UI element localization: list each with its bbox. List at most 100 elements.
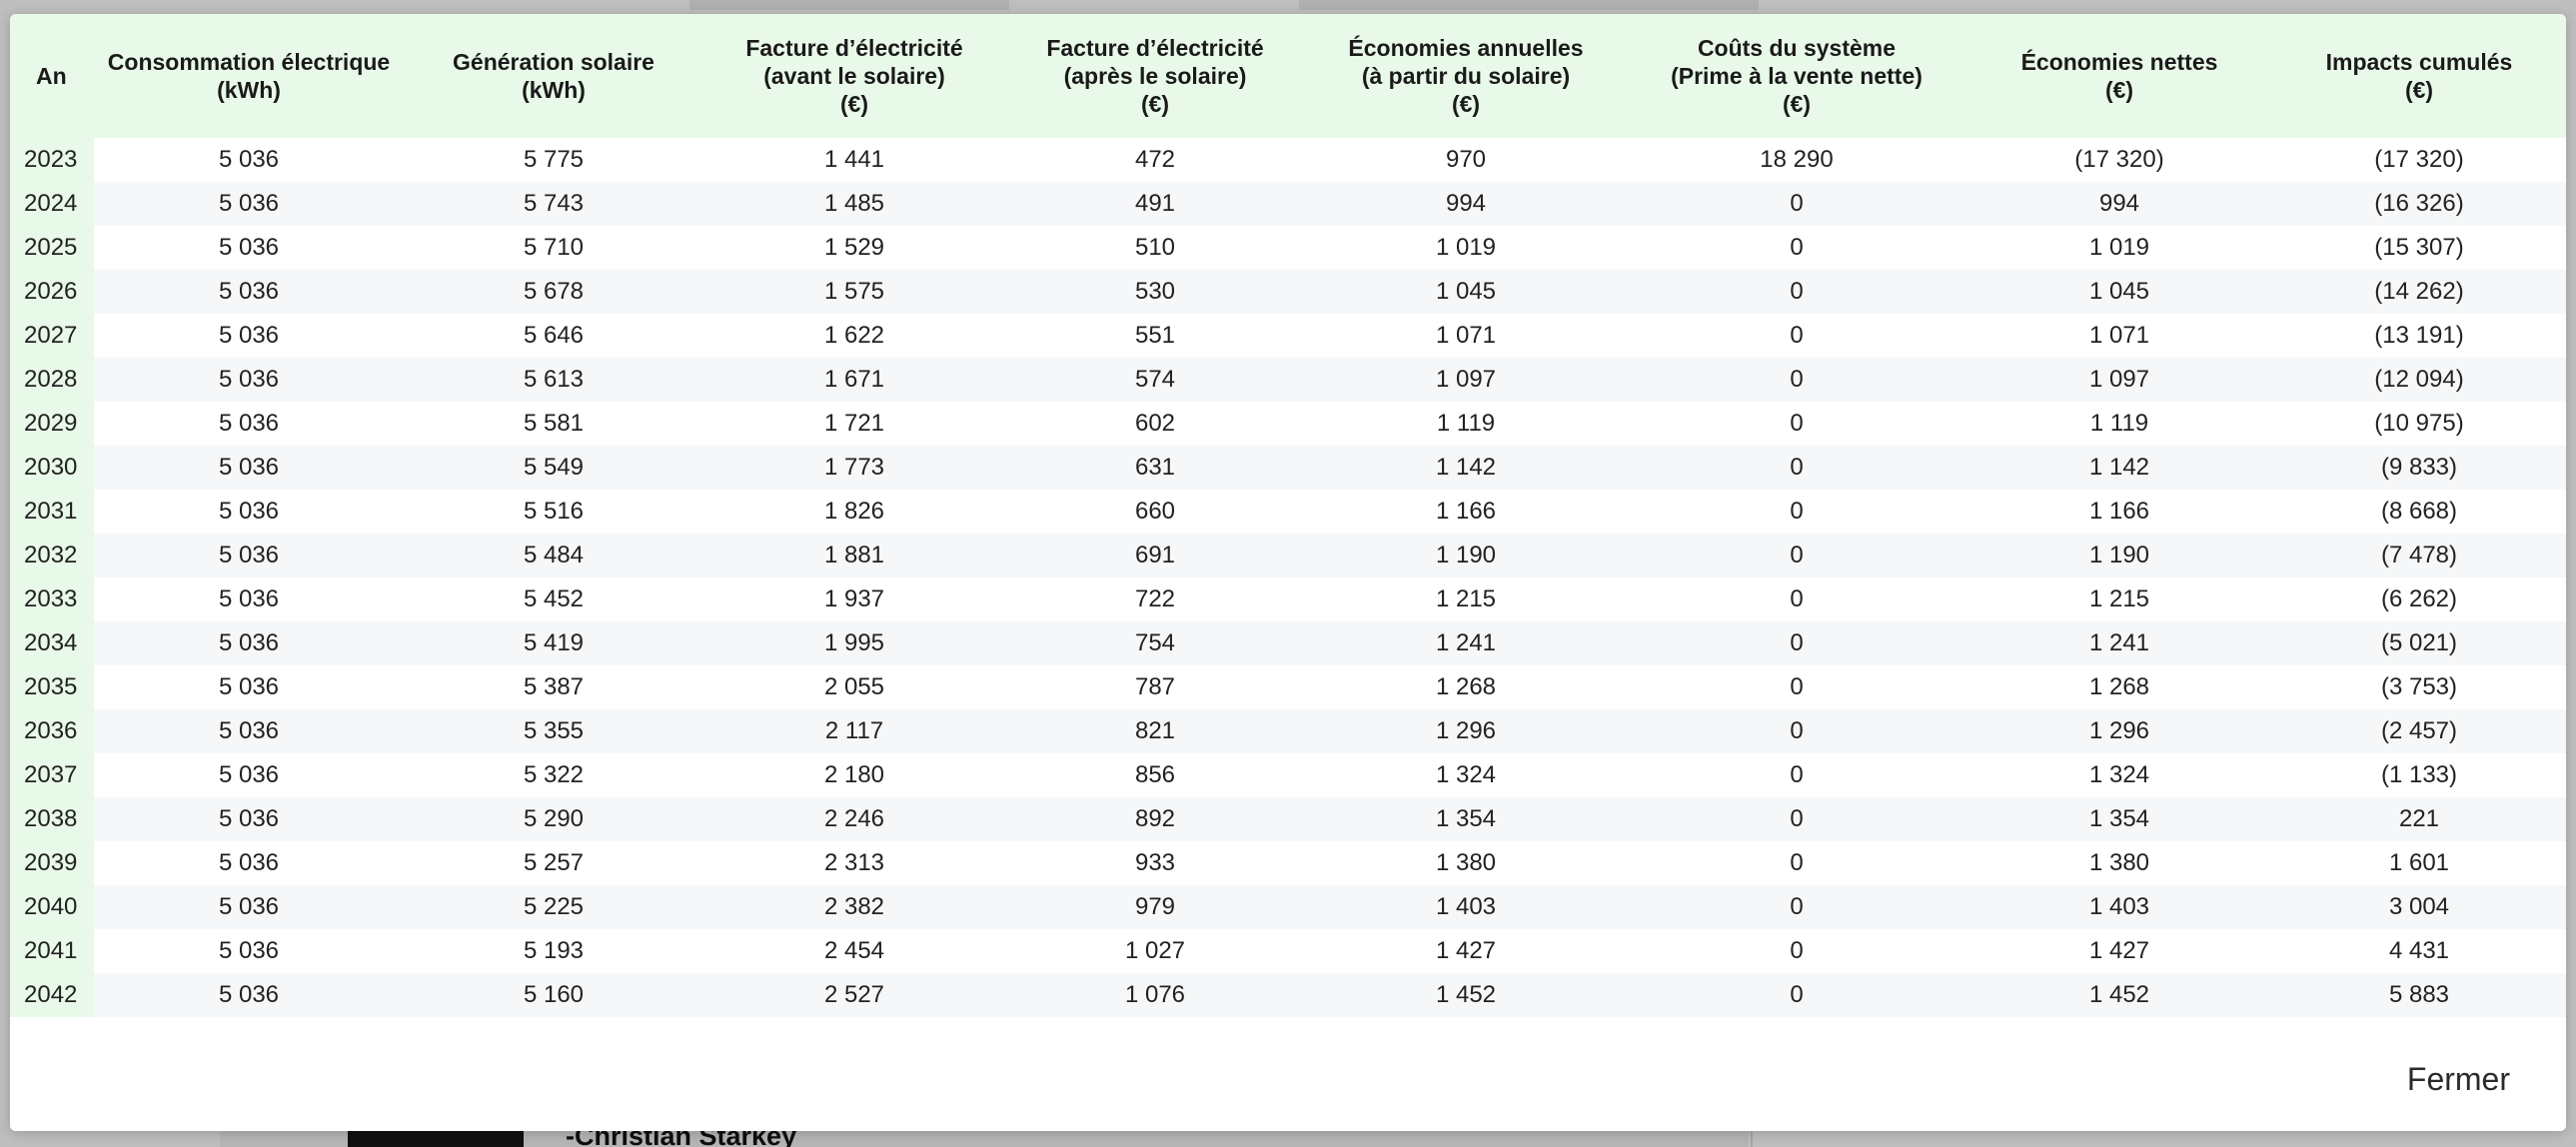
table-row: 2037 5 036 5 322 2 180 856 1 324 0 1 324 (1 133)	[10, 753, 2566, 797]
cell-annual-savings: 994	[1305, 182, 1627, 226]
cell-net-savings: 1 380	[1966, 841, 2272, 885]
cell-net-savings: 1 019	[1966, 226, 2272, 270]
table-row: 2040 5 036 5 225 2 382 979 1 403 0 1 403 3 004	[10, 885, 2566, 929]
cell-bill-before: 2 313	[703, 841, 1005, 885]
table-row: 2027 5 036 5 646 1 622 551 1 071 0 1 071 (13 191…	[10, 314, 2566, 358]
cell-solar-generation: 5 710	[404, 226, 703, 270]
cell-annual-savings: 1 119	[1305, 402, 1627, 446]
cell-system-costs: 0	[1627, 797, 1966, 841]
cell-consumption: 5 036	[94, 929, 404, 973]
table-row: 2024 5 036 5 743 1 485 491 994 0 994 (16 326)	[10, 182, 2566, 226]
cell-solar-generation: 5 743	[404, 182, 703, 226]
cell-bill-after: 551	[1005, 314, 1305, 358]
cell-cumulative-impact: 5 883	[2272, 973, 2566, 1017]
cell-consumption: 5 036	[94, 973, 404, 1017]
column-header-year: An	[10, 14, 94, 138]
cell-bill-before: 2 454	[703, 929, 1005, 973]
table-row: 2041 5 036 5 193 2 454 1 027 1 427 0 1 427 4 431	[10, 929, 2566, 973]
cell-cumulative-impact: (16 326)	[2272, 182, 2566, 226]
cell-net-savings: 1 268	[1966, 665, 2272, 709]
cell-bill-before: 1 671	[703, 358, 1005, 402]
cell-year: 2025	[10, 226, 94, 270]
cell-bill-before: 2 527	[703, 973, 1005, 1017]
cell-bill-before: 1 995	[703, 621, 1005, 665]
modal-footer: Fermer	[10, 1017, 2566, 1131]
savings-table-modal: An Consommation électrique (kWh) Générat…	[10, 14, 2566, 1131]
cell-bill-after: 754	[1005, 621, 1305, 665]
cell-annual-savings: 1 268	[1305, 665, 1627, 709]
cell-bill-after: 491	[1005, 182, 1305, 226]
cell-year: 2041	[10, 929, 94, 973]
cell-consumption: 5 036	[94, 797, 404, 841]
cell-solar-generation: 5 581	[404, 402, 703, 446]
cell-system-costs: 0	[1627, 182, 1966, 226]
cell-net-savings: 1 045	[1966, 270, 2272, 314]
column-header-cumulative-impact: Impacts cumulés (€)	[2272, 14, 2566, 138]
cell-year: 2042	[10, 973, 94, 1017]
cell-system-costs: 0	[1627, 270, 1966, 314]
cell-consumption: 5 036	[94, 182, 404, 226]
cell-consumption: 5 036	[94, 709, 404, 753]
cell-cumulative-impact: 4 431	[2272, 929, 2566, 973]
cell-consumption: 5 036	[94, 577, 404, 621]
cell-net-savings: 1 427	[1966, 929, 2272, 973]
cell-year: 2028	[10, 358, 94, 402]
cell-bill-before: 1 485	[703, 182, 1005, 226]
cell-year: 2026	[10, 270, 94, 314]
table-row: 2038 5 036 5 290 2 246 892 1 354 0 1 354 221	[10, 797, 2566, 841]
cell-year: 2024	[10, 182, 94, 226]
cell-bill-before: 1 826	[703, 490, 1005, 534]
cell-annual-savings: 1 071	[1305, 314, 1627, 358]
table-row: 2028 5 036 5 613 1 671 574 1 097 0 1 097 (12 094…	[10, 358, 2566, 402]
cell-annual-savings: 1 190	[1305, 534, 1627, 577]
cell-system-costs: 0	[1627, 973, 1966, 1017]
cell-consumption: 5 036	[94, 138, 404, 182]
cell-net-savings: 994	[1966, 182, 2272, 226]
table-row: 2029 5 036 5 581 1 721 602 1 119 0 1 119 (10 975…	[10, 402, 2566, 446]
cell-annual-savings: 1 296	[1305, 709, 1627, 753]
cell-year: 2037	[10, 753, 94, 797]
cell-bill-after: 472	[1005, 138, 1305, 182]
cell-consumption: 5 036	[94, 621, 404, 665]
table-body: 2023 5 036 5 775 1 441 472 970 18 290 (17 320)(…	[10, 138, 2566, 1017]
cell-bill-after: 510	[1005, 226, 1305, 270]
cell-bill-after: 787	[1005, 665, 1305, 709]
cell-solar-generation: 5 646	[404, 314, 703, 358]
cell-solar-generation: 5 516	[404, 490, 703, 534]
cell-consumption: 5 036	[94, 490, 404, 534]
cell-bill-after: 1 027	[1005, 929, 1305, 973]
cell-solar-generation: 5 549	[404, 446, 703, 490]
cell-solar-generation: 5 160	[404, 973, 703, 1017]
cell-consumption: 5 036	[94, 314, 404, 358]
cell-net-savings: 1 142	[1966, 446, 2272, 490]
cell-cumulative-impact: 3 004	[2272, 885, 2566, 929]
cell-solar-generation: 5 225	[404, 885, 703, 929]
cell-system-costs: 0	[1627, 534, 1966, 577]
cell-net-savings: 1 166	[1966, 490, 2272, 534]
cell-bill-after: 602	[1005, 402, 1305, 446]
cell-system-costs: 0	[1627, 314, 1966, 358]
cell-annual-savings: 1 427	[1305, 929, 1627, 973]
cell-bill-before: 2 180	[703, 753, 1005, 797]
cell-net-savings: (17 320)	[1966, 138, 2272, 182]
cell-annual-savings: 1 241	[1305, 621, 1627, 665]
cell-bill-before: 2 117	[703, 709, 1005, 753]
cell-annual-savings: 1 166	[1305, 490, 1627, 534]
cell-consumption: 5 036	[94, 446, 404, 490]
cell-solar-generation: 5 290	[404, 797, 703, 841]
table-scroll-area[interactable]: An Consommation électrique (kWh) Générat…	[10, 14, 2566, 1018]
cell-system-costs: 0	[1627, 577, 1966, 621]
table-row: 2035 5 036 5 387 2 055 787 1 268 0 1 268 (3 753)	[10, 665, 2566, 709]
cell-consumption: 5 036	[94, 534, 404, 577]
cell-solar-generation: 5 452	[404, 577, 703, 621]
cell-annual-savings: 1 380	[1305, 841, 1627, 885]
cell-consumption: 5 036	[94, 270, 404, 314]
cell-bill-after: 660	[1005, 490, 1305, 534]
cell-annual-savings: 1 019	[1305, 226, 1627, 270]
cell-consumption: 5 036	[94, 358, 404, 402]
cell-system-costs: 0	[1627, 402, 1966, 446]
cell-cumulative-impact: (10 975)	[2272, 402, 2566, 446]
close-button[interactable]: Fermer	[2399, 1057, 2518, 1102]
cell-cumulative-impact: 1 601	[2272, 841, 2566, 885]
cell-bill-after: 821	[1005, 709, 1305, 753]
